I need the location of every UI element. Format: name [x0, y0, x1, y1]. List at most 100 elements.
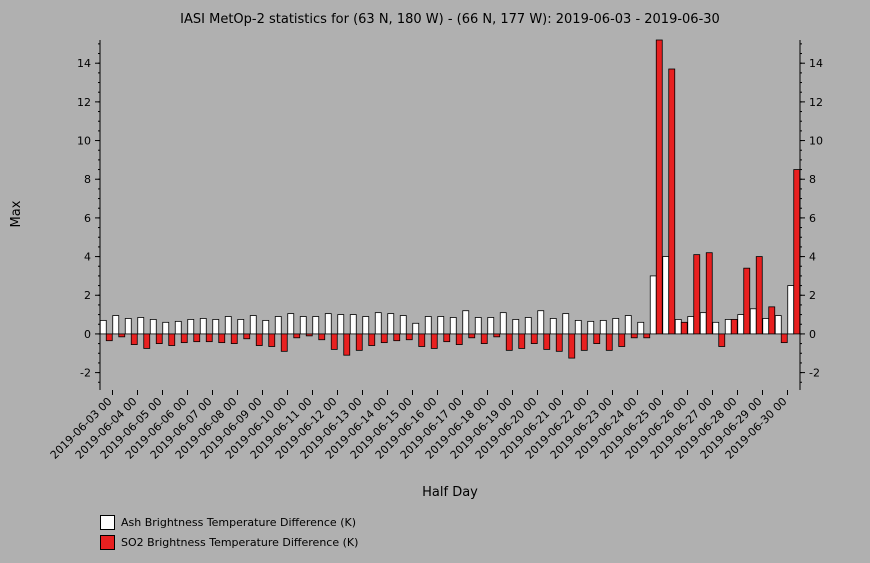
bar-ash — [362, 316, 370, 335]
bar-ash — [737, 314, 745, 335]
bar-so2 — [205, 333, 213, 343]
bar-so2 — [230, 333, 238, 344]
bar-ash — [224, 316, 232, 335]
bar-ash — [462, 310, 470, 335]
bar-ash — [512, 319, 520, 335]
bar-ash — [449, 317, 457, 335]
bar-so2 — [718, 333, 726, 347]
bar-ash — [212, 319, 220, 335]
bar-so2 — [280, 333, 288, 352]
bar-ash — [287, 313, 295, 335]
bar-so2 — [630, 333, 638, 339]
y-tick-label: 12 — [77, 96, 91, 109]
y-tick-label-right: 2 — [809, 289, 816, 302]
bar-ash — [137, 317, 145, 335]
bar-so2 — [130, 333, 138, 345]
bar-so2 — [268, 333, 276, 347]
y-tick-label: -2 — [80, 367, 91, 380]
bar-ash — [624, 315, 632, 335]
bar-ash — [524, 317, 532, 335]
legend-label-so2: SO2 Brightness Temperature Difference (K… — [121, 535, 359, 549]
bar-so2 — [593, 333, 601, 344]
bar-ash — [249, 315, 257, 335]
y-tick-label-right: 6 — [809, 212, 816, 225]
bar-ash — [124, 318, 132, 335]
bar-so2 — [330, 333, 338, 350]
bar-ash — [399, 315, 407, 335]
bar-ash — [299, 316, 307, 335]
y-axis-label: Max — [9, 200, 24, 227]
bar-ash — [487, 317, 495, 335]
bar-ash — [324, 313, 332, 335]
y-tick-label: 2 — [84, 289, 91, 302]
bar-so2 — [555, 333, 563, 352]
bar-so2 — [143, 333, 151, 349]
bar-so2 — [793, 169, 801, 335]
legend-item-ash: Ash Brightness Temperature Difference (K… — [100, 512, 358, 532]
legend-label-ash: Ash Brightness Temperature Difference (K… — [121, 515, 356, 529]
x-axis-label: Half Day — [422, 485, 478, 500]
bar-so2 — [768, 306, 776, 335]
bar-ash — [712, 321, 720, 335]
bar-so2 — [730, 319, 738, 335]
bar-ash — [662, 256, 670, 335]
bar-ash — [412, 322, 420, 335]
bar-ash — [149, 319, 157, 335]
y-tick-label-right: -2 — [809, 367, 820, 380]
bar-ash — [612, 318, 620, 335]
bar-so2 — [293, 333, 301, 339]
bar-ash — [237, 319, 245, 335]
bar-ash — [187, 319, 195, 335]
bar-so2 — [505, 333, 513, 351]
bar-so2 — [743, 267, 751, 335]
bar-ash — [549, 318, 557, 335]
bar-ash — [574, 319, 582, 335]
y-tick-label-right: 14 — [809, 57, 823, 70]
bar-ash — [99, 319, 107, 335]
bar-ash — [562, 313, 570, 335]
bar-ash — [112, 315, 120, 335]
bar-so2 — [343, 333, 351, 356]
bar-so2 — [443, 333, 451, 343]
bar-so2 — [755, 256, 763, 335]
bar-so2 — [530, 333, 538, 344]
bar-so2 — [480, 333, 488, 344]
bar-so2 — [543, 333, 551, 350]
bar-ash — [537, 310, 545, 335]
bar-ash — [312, 316, 320, 335]
bar-ash — [162, 321, 170, 335]
y-tick-label-right: 8 — [809, 173, 816, 186]
y-tick-label: 0 — [84, 328, 91, 341]
bar-ash — [474, 317, 482, 335]
bar-so2 — [780, 333, 788, 344]
bar-ash — [437, 316, 445, 335]
bar-so2 — [105, 333, 113, 342]
bar-so2 — [668, 68, 676, 335]
bar-so2 — [118, 333, 126, 338]
bar-ash — [174, 320, 182, 335]
bar-so2 — [643, 333, 651, 339]
legend-swatch-so2 — [100, 534, 115, 550]
y-tick-label: 14 — [77, 57, 91, 70]
bar-so2 — [518, 333, 526, 349]
bar-ash — [374, 312, 382, 335]
bar-so2 — [368, 333, 376, 346]
y-tick-label-right: 4 — [809, 251, 816, 264]
bar-so2 — [355, 333, 363, 351]
bar-ash — [587, 320, 595, 335]
bar-so2 — [405, 333, 413, 341]
bar-ash — [262, 319, 270, 335]
chart-title: IASI MetOp-2 statistics for (63 N, 180 W… — [180, 12, 720, 27]
bar-so2 — [155, 333, 163, 344]
bar-ash — [599, 319, 607, 335]
bar-ash — [274, 316, 282, 335]
bar-ash — [649, 275, 657, 335]
bar-so2 — [430, 333, 438, 349]
bar-ash — [674, 319, 682, 335]
bar-so2 — [243, 333, 251, 340]
bar-so2 — [318, 333, 326, 341]
bar-ash — [387, 313, 395, 335]
y-tick-label: 8 — [84, 173, 91, 186]
